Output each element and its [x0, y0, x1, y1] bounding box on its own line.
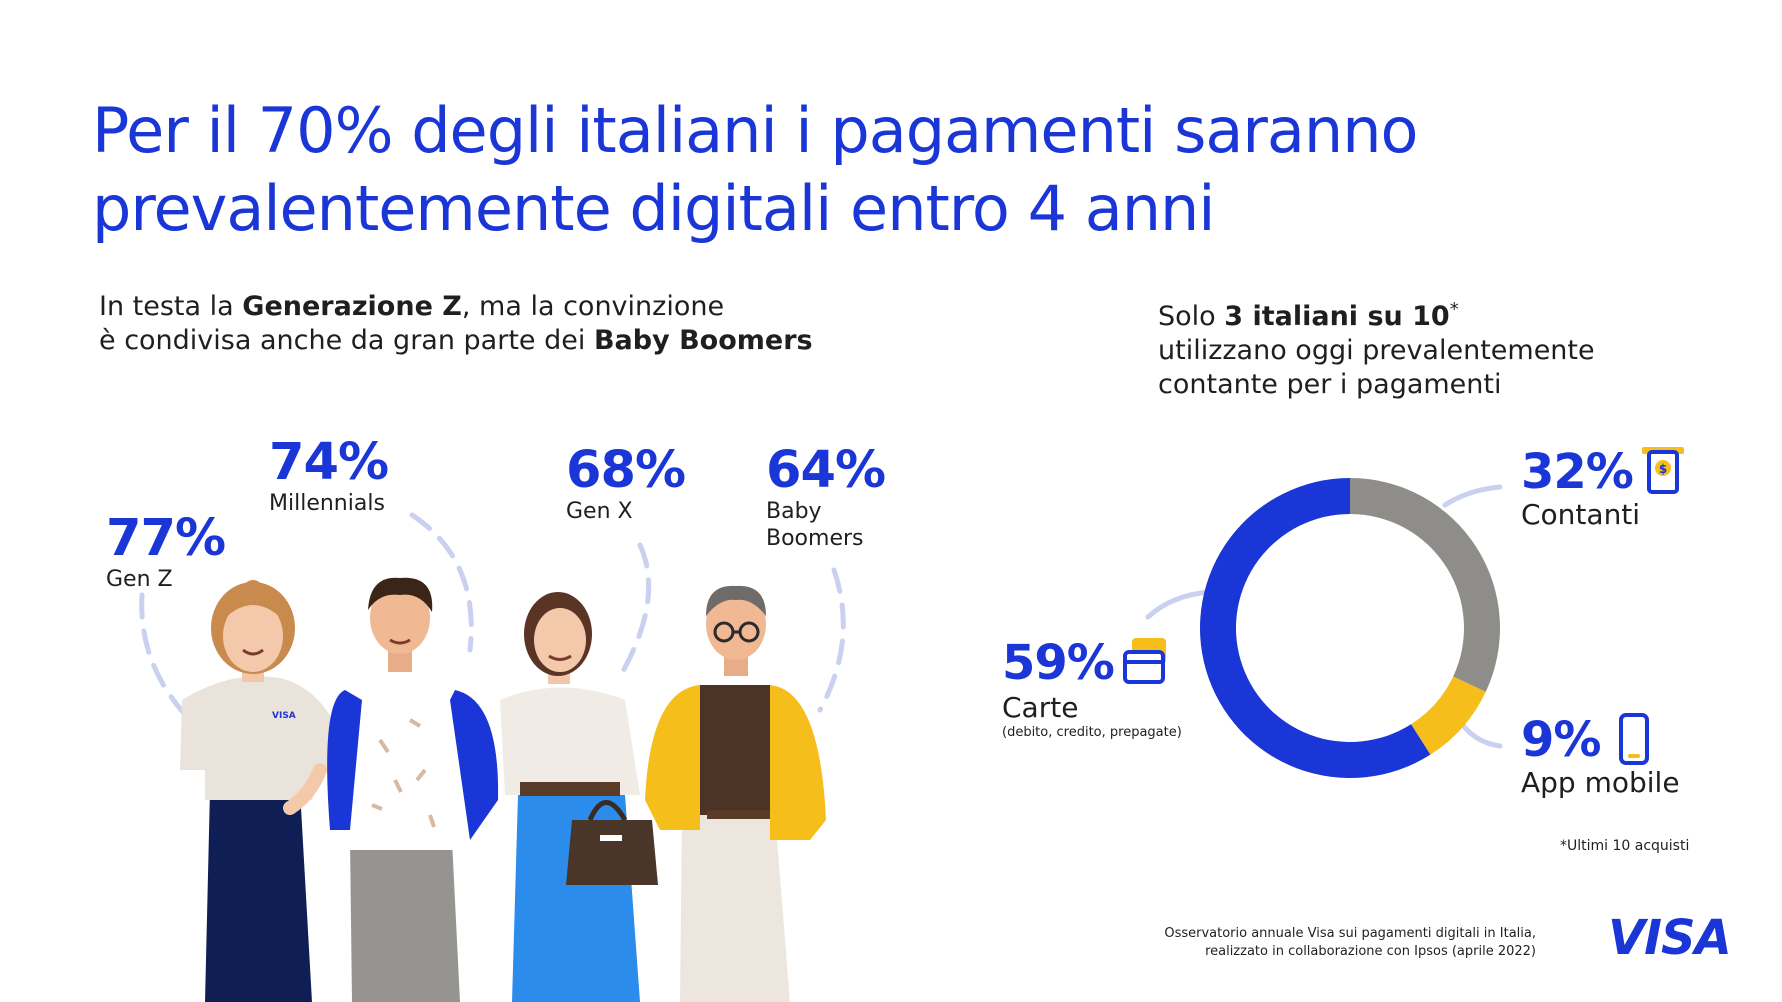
legend-cash-label: Contanti — [1521, 498, 1641, 531]
smartphone-icon — [1619, 713, 1649, 765]
credit-card-icon — [1123, 638, 1166, 684]
right-subtitle-text: contante per i pagamenti — [1158, 369, 1502, 400]
legend-cash-value: 32% — [1521, 444, 1634, 500]
svg-text:$: $ — [1659, 462, 1667, 476]
stat-genz: 77% Gen Z — [106, 509, 226, 593]
stat-genx-value: 68% — [566, 441, 686, 500]
person-boomer — [645, 585, 826, 1002]
left-subtitle-text: è condivisa anche da gran parte dei — [99, 325, 594, 356]
source-note: Osservatorio annuale Visa sui pagamenti … — [1150, 925, 1536, 961]
right-subtitle-text: utilizzano oggi prevalentemente — [1158, 335, 1595, 366]
donut-slice-carte — [1200, 478, 1431, 778]
legend-app-label: App mobile — [1521, 766, 1680, 799]
stat-millennials-value: 74% — [269, 433, 389, 492]
connector-cards — [1145, 589, 1213, 620]
person-millennial — [327, 577, 499, 1002]
people-illustration: VISA — [180, 577, 826, 1002]
left-subtitle: In testa la Generazione Z, ma la convinz… — [99, 290, 859, 358]
stat-boomers-label: Baby — [766, 499, 822, 524]
shirt-logo: VISA — [272, 711, 296, 721]
person-genz: VISA — [180, 580, 348, 1002]
stat-genz-label: Gen Z — [106, 567, 173, 592]
stat-genx: 68% Gen X — [566, 441, 686, 525]
donut-chart — [1200, 478, 1500, 778]
person-genx — [500, 592, 658, 1002]
connector-cash — [1442, 484, 1503, 508]
atm-cash-icon: $ — [1642, 447, 1684, 494]
left-subtitle-text: , ma la convinzione — [461, 291, 725, 322]
legend-cards: 59% Carte (debito, credito, prepagate) — [1002, 637, 1182, 740]
legend-app-value: 9% — [1521, 712, 1601, 768]
asterisk: * — [1449, 299, 1459, 320]
stat-boomers-value: 64% — [766, 441, 886, 500]
legend-cards-note: (debito, credito, prepagate) — [1002, 725, 1182, 740]
legend-cards-label: Carte — [1002, 691, 1079, 724]
dashed-arc-millennials — [409, 512, 474, 653]
legend-cards-value: 59% — [1002, 635, 1115, 691]
stat-boomers-label: Boomers — [766, 526, 864, 551]
page-title: Per il 70% degli italiani i pagamenti sa… — [92, 94, 1418, 245]
stat-boomers: 64% Baby Boomers — [766, 441, 886, 552]
donut-slice-app-mobile — [1411, 676, 1486, 755]
dashed-arc-genz — [139, 592, 193, 723]
left-subtitle-bold: Generazione Z — [242, 291, 462, 322]
legend-cash: 32% Contanti — [1521, 446, 1640, 532]
visa-logo: VISA — [1608, 910, 1732, 966]
footnote: *Ultimi 10 acquisti — [1560, 838, 1690, 854]
source-line: Osservatorio annuale Visa sui pagamenti … — [1164, 926, 1536, 941]
stat-millennials: 74% Millennials — [269, 433, 389, 517]
legend-app: 9% App mobile — [1521, 714, 1680, 800]
stat-genx-label: Gen X — [566, 499, 633, 524]
stat-genz-value: 77% — [106, 509, 226, 568]
right-subtitle: Solo 3 italiani su 10* utilizzano oggi p… — [1158, 293, 1678, 402]
right-subtitle-text: Solo — [1158, 301, 1225, 332]
source-line: realizzato in collaborazione con Ipsos (… — [1205, 944, 1536, 959]
right-subtitle-bold: 3 italiani su 10 — [1224, 301, 1450, 332]
dashed-arc-boomers — [817, 567, 846, 713]
dashed-arc-genx — [615, 542, 652, 683]
left-subtitle-bold: Baby Boomers — [593, 325, 813, 356]
donut-slice-contanti — [1350, 478, 1500, 692]
left-subtitle-text: In testa la — [99, 291, 243, 322]
stat-millennials-label: Millennials — [269, 491, 385, 516]
